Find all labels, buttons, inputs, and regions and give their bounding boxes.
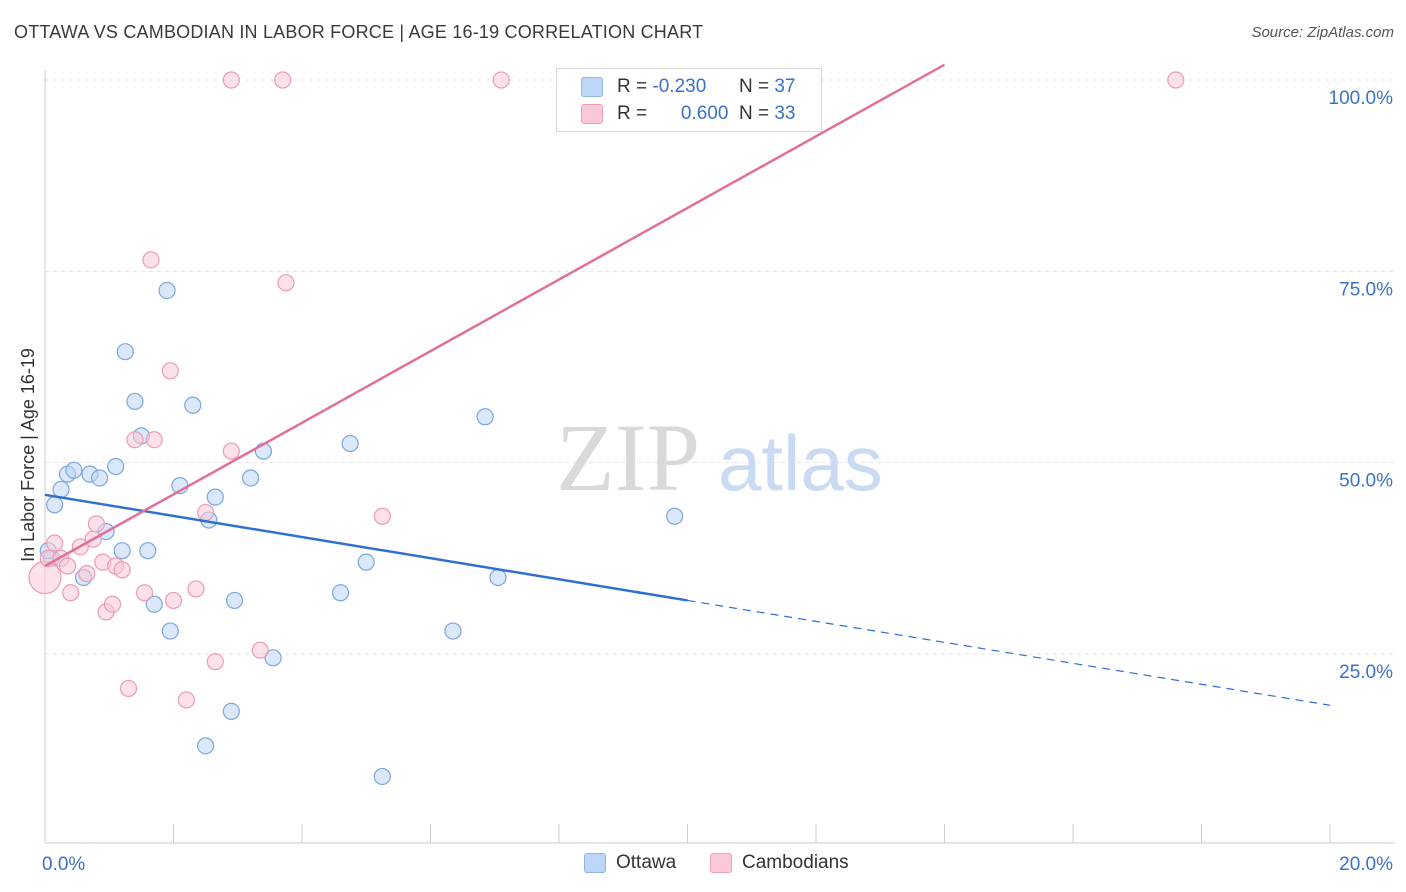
point-cambodians-26: [222, 442, 240, 460]
point-ottawa-24: [225, 591, 244, 610]
n-value-ottawa: 37: [774, 76, 796, 97]
legend-row-cambodians: R = 0.600 N = 33: [581, 102, 795, 126]
axes: [44, 70, 1395, 844]
point-ottawa-35: [666, 507, 684, 525]
y-tick-label-50: 50.0%: [1339, 471, 1393, 492]
series-cambodians: [28, 71, 1185, 709]
point-ottawa-32: [444, 622, 462, 640]
point-cambodians-5: [62, 584, 80, 602]
ottawa-legend-swatch: [584, 853, 606, 873]
watermark-zip: ZIP: [556, 404, 700, 511]
point-cambodians-23: [187, 580, 205, 598]
point-ottawa-11: [116, 343, 134, 361]
point-ottawa-27: [264, 649, 282, 667]
point-ottawa-23: [222, 702, 240, 721]
trend-line-ottawa-dashed: [687, 599, 1331, 706]
point-cambodians-27: [222, 71, 240, 89]
chart-title: OTTAWA VS CAMBODIAN IN LABOR FORCE | AGE…: [14, 22, 704, 42]
point-ottawa-33: [476, 408, 494, 426]
point-cambodians-24: [197, 503, 215, 522]
source-label: Source: ZipAtlas.com: [1251, 24, 1394, 41]
y-tick-label-100: 100.0%: [1329, 88, 1394, 109]
legend-item-cambodians[interactable]: Cambodians: [710, 852, 849, 874]
x-tick-label-start: 0.0%: [42, 854, 85, 875]
legend-item-ottawa[interactable]: Ottawa: [584, 852, 676, 874]
r-label: R =: [617, 76, 648, 97]
y-tick-label-25: 25.0%: [1339, 662, 1393, 683]
point-cambodians-20: [161, 362, 179, 380]
n-value-cambodians: 33: [774, 103, 796, 124]
point-ottawa-4: [65, 461, 83, 479]
watermark-atlas: atlas: [718, 419, 883, 507]
point-ottawa-30: [357, 553, 375, 571]
point-cambodians-29: [274, 71, 292, 89]
grid-lines: [45, 79, 1395, 655]
point-cambodians-31: [373, 507, 391, 525]
point-cambodians-18: [142, 251, 160, 269]
point-ottawa-20: [197, 737, 215, 755]
point-ottawa-28: [331, 584, 350, 602]
stats-legend: R = -0.230 N = 37 R = 0.600 N = 33: [556, 68, 822, 132]
legend-label-ottawa: Ottawa: [616, 852, 677, 873]
trend-line-ottawa: [44, 493, 688, 602]
r-value-ottawa: -0.230: [652, 76, 707, 97]
point-ottawa-9: [107, 457, 125, 476]
point-cambodians-33: [1167, 71, 1185, 89]
n-label: N =: [738, 76, 770, 97]
point-cambodians-9: [87, 515, 106, 533]
legend-row-ottawa: R = -0.230 N = 37: [581, 75, 795, 99]
point-cambodians-14: [113, 561, 131, 579]
point-cambodians-19: [145, 431, 163, 449]
trend-line-cambodians: [44, 63, 946, 568]
point-ottawa-12: [126, 392, 144, 411]
point-ottawa-10: [113, 542, 131, 560]
cambodians-legend-swatch: [710, 853, 732, 873]
y-tick-label-75: 75.0%: [1339, 279, 1393, 300]
point-ottawa-16: [158, 281, 176, 300]
point-ottawa-34: [489, 568, 507, 587]
point-cambodians-28: [251, 641, 269, 659]
series-legend: Ottawa Cambodians: [0, 852, 1406, 876]
series-ottawa: [39, 281, 684, 786]
point-cambodians-12: [103, 595, 122, 613]
point-ottawa-31: [373, 767, 391, 786]
trend-lines: [44, 63, 1331, 706]
point-cambodians-25: [206, 653, 224, 671]
point-ottawa-2: [52, 480, 70, 499]
point-cambodians-21: [164, 591, 183, 610]
point-ottawa-15: [145, 595, 163, 613]
point-ottawa-25: [242, 469, 260, 487]
point-ottawa-1: [46, 496, 64, 514]
y-axis-title: In Labor Force | Age 16-19: [18, 348, 38, 562]
point-ottawa-29: [341, 434, 359, 453]
x-tick-label-end: 20.0%: [1339, 854, 1393, 875]
point-cambodians-17: [135, 584, 154, 602]
point-ottawa-14: [139, 542, 157, 560]
point-ottawa-7: [91, 469, 109, 487]
point-ottawa-22: [206, 488, 224, 506]
axis-labels: 25.0% 50.0% 75.0% 100.0% 0.0% 20.0% In Labor F…: [18, 88, 1393, 875]
ottawa-swatch: [581, 77, 603, 97]
point-ottawa-19: [184, 396, 202, 414]
point-cambodians-4: [58, 557, 77, 575]
point-cambodians-2: [46, 534, 64, 552]
n-label: N =: [738, 103, 770, 124]
point-cambodians-30: [277, 274, 295, 292]
point-cambodians-16: [126, 431, 144, 449]
r-value-cambodians: 0.600: [680, 103, 729, 124]
watermark: ZIP atlas: [556, 404, 883, 511]
point-cambodians-22: [177, 691, 195, 709]
point-cambodians-32: [492, 71, 510, 89]
legend-label-cambodians: Cambodians: [742, 852, 849, 873]
point-cambodians-7: [78, 565, 96, 583]
r-label: R =: [617, 103, 648, 124]
cambodians-swatch: [581, 104, 603, 124]
point-cambodians-15: [119, 679, 138, 698]
point-ottawa-17: [161, 622, 179, 640]
